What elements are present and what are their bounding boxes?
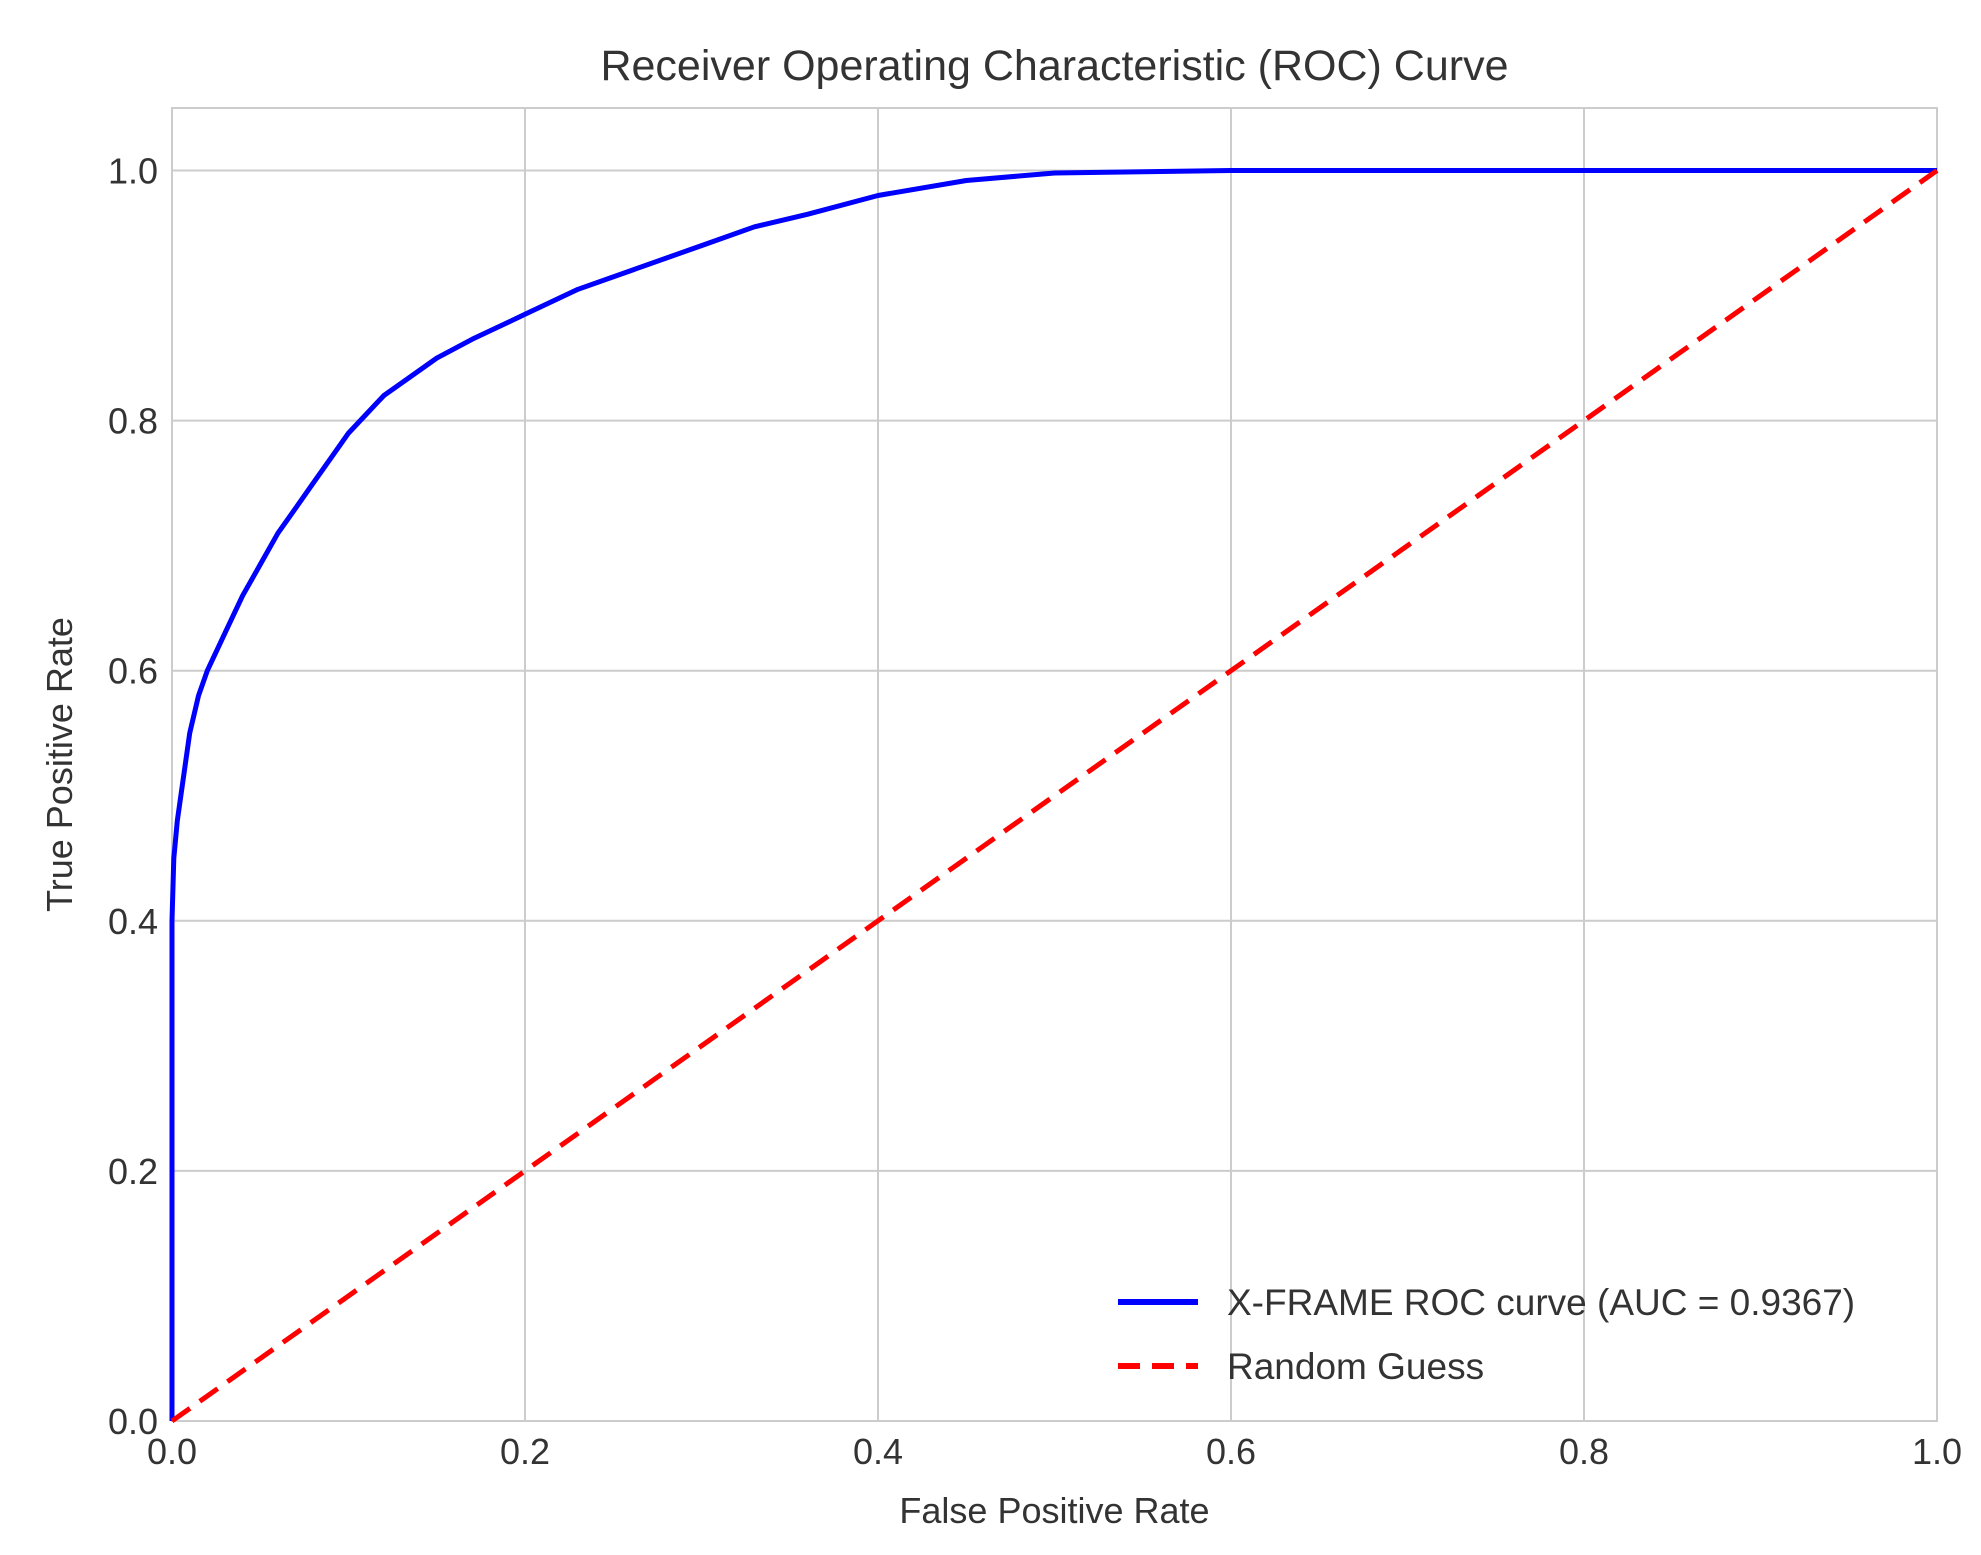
plot-area: [171, 107, 1938, 1422]
gridlines: [172, 108, 1937, 1421]
y-axis-title: True Positive Rate: [39, 617, 80, 912]
x-tick-label: 0.6: [1206, 1431, 1256, 1472]
legend-label-random-guess: Random Guess: [1227, 1346, 1484, 1387]
tick-labels: 0.0 0.2 0.4 0.6 0.8 1.0 0.0 0.2 0.4 0.6 0.8 1.0: [108, 151, 1962, 1472]
chart-title: Receiver Operating Characteristic (ROC) …: [600, 42, 1508, 90]
x-tick-label: 0.2: [500, 1431, 550, 1472]
roc-curve-line: [169, 168, 1937, 1421]
y-tick-label: 0.8: [108, 401, 158, 442]
y-tick-label: 0.4: [108, 901, 158, 942]
series-layer: [169, 168, 1939, 1424]
x-tick-label: 1.0: [1912, 1431, 1962, 1472]
y-tick-label: 0.2: [108, 1151, 158, 1192]
legend: X-FRAME ROC curve (AUC = 0.9367) Random …: [1118, 1282, 1855, 1387]
x-tick-label: 0.0: [147, 1431, 197, 1472]
y-tick-label: 0.6: [108, 651, 158, 692]
x-tick-label: 0.4: [853, 1431, 903, 1472]
x-tick-label: 0.8: [1559, 1431, 1609, 1472]
y-tick-label: 0.0: [108, 1401, 158, 1442]
y-tick-label: 1.0: [108, 151, 158, 192]
random-guess-line: [170, 168, 1939, 1424]
x-axis-title: False Positive Rate: [899, 1490, 1209, 1531]
legend-label-roc-curve: X-FRAME ROC curve (AUC = 0.9367): [1227, 1282, 1855, 1323]
